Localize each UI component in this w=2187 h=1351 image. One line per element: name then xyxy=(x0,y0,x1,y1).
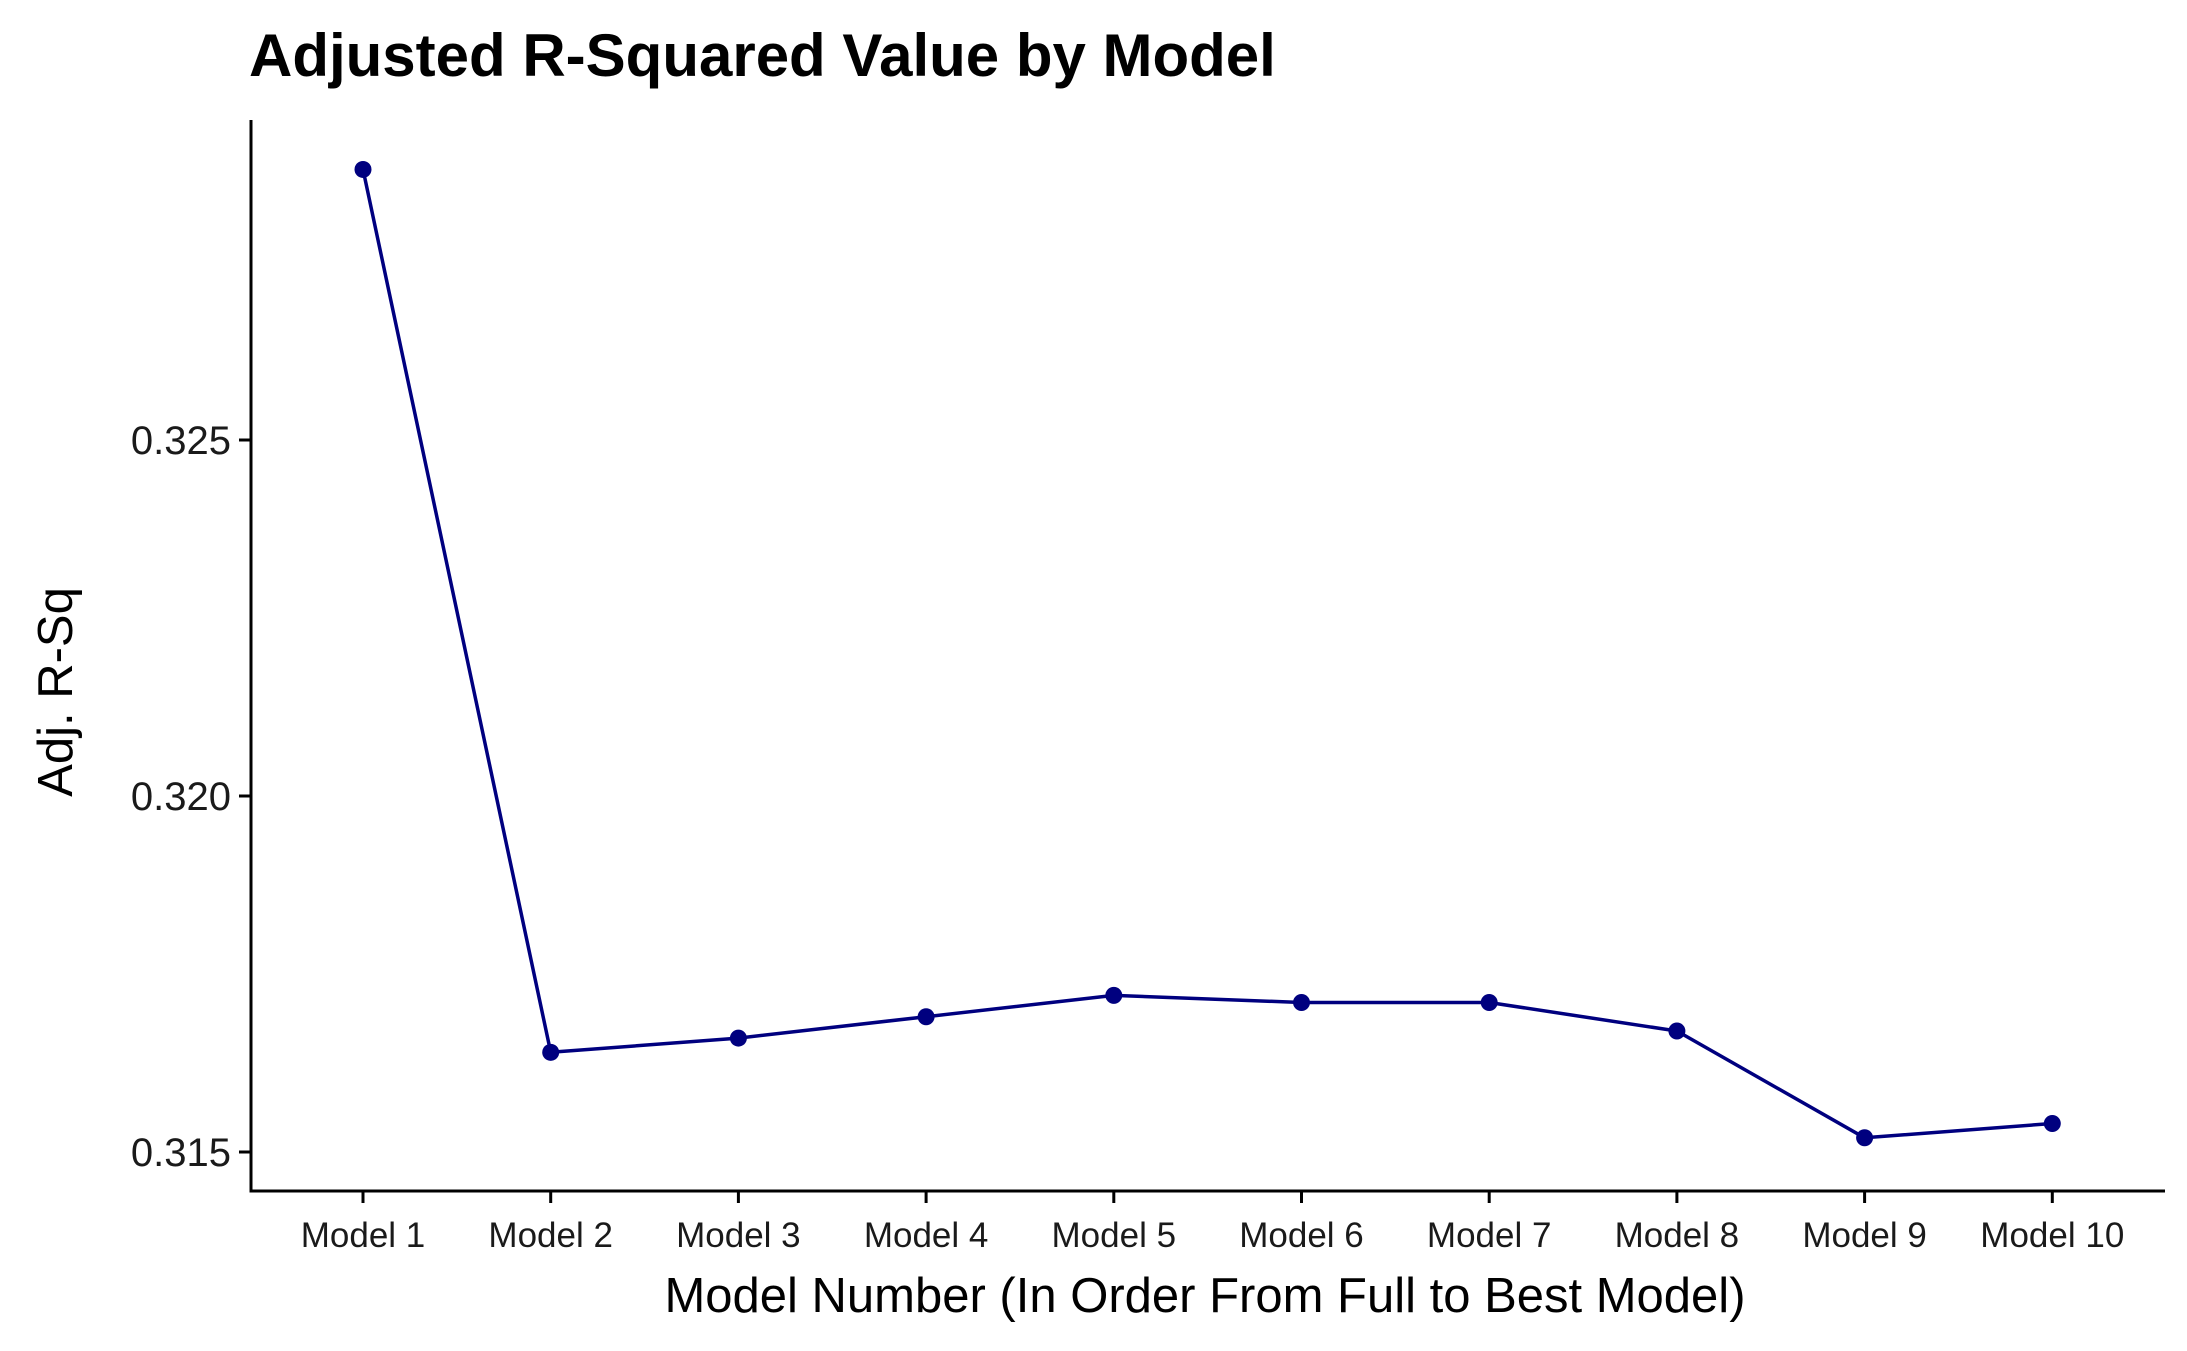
x-tick-label: Model 5 xyxy=(1052,1216,1177,1255)
data-point xyxy=(1293,993,1310,1011)
data-point xyxy=(1480,993,1498,1011)
axes xyxy=(249,120,2165,1193)
data-point xyxy=(1105,986,1123,1004)
y-axis-title: Adj. R-Sq xyxy=(29,587,83,797)
x-tick-label: Model 3 xyxy=(676,1216,801,1255)
y-tick-label: 0.325 xyxy=(131,419,231,463)
data-point xyxy=(354,160,372,178)
data-point xyxy=(1668,1022,1686,1040)
x-tick-label: Model 1 xyxy=(301,1216,426,1255)
x-tick-label: Model 4 xyxy=(864,1216,989,1255)
x-tick-label: Model 10 xyxy=(1980,1216,2124,1255)
x-tick-label: Model 8 xyxy=(1615,1216,1740,1255)
x-tick-label: Model 6 xyxy=(1239,1216,1364,1255)
series-line xyxy=(361,169,2053,1140)
y-tick-label: 0.315 xyxy=(131,1131,231,1175)
x-axis-ticks: Model 1 Model 2 Model 3 Model 4 Model 5 Model… xyxy=(301,1191,2124,1255)
data-point xyxy=(917,1008,935,1026)
y-tick-label: 0.320 xyxy=(131,775,231,819)
data-point xyxy=(1856,1129,1874,1147)
x-tick-label: Model 9 xyxy=(1802,1216,1927,1255)
data-point xyxy=(542,1043,560,1061)
x-tick-label: Model 7 xyxy=(1427,1216,1552,1255)
x-axis-title: Model Number (In Order From Full to Best… xyxy=(664,1269,1745,1323)
series xyxy=(354,160,2061,1147)
data-point xyxy=(2043,1115,2061,1133)
data-point xyxy=(729,1029,747,1047)
chart-title: Adjusted R-Squared Value by Model xyxy=(249,22,1276,89)
y-axis-ticks: 0.315 0.320 0.325 xyxy=(131,419,251,1175)
x-tick-label: Model 2 xyxy=(488,1216,613,1255)
